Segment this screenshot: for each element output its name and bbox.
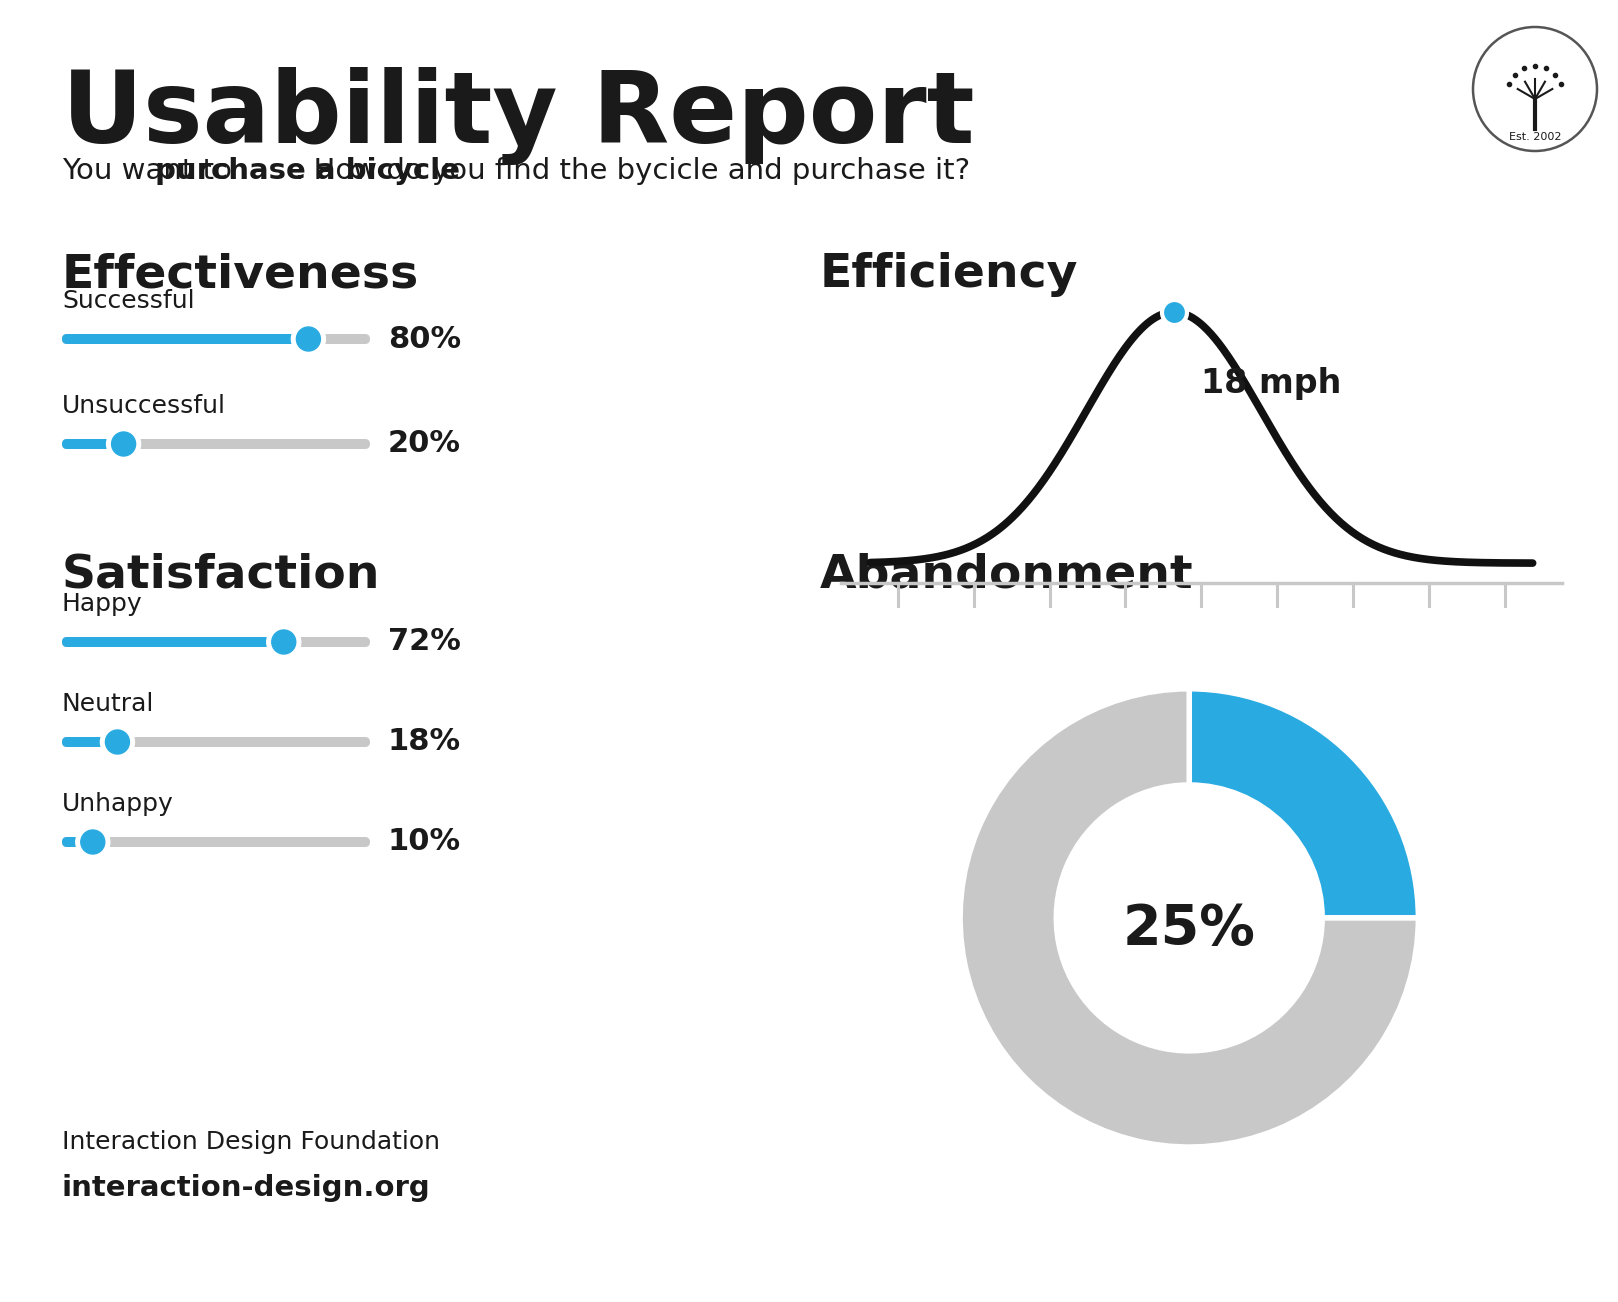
Text: 25%: 25% [1123,902,1256,957]
Text: interaction-design.org: interaction-design.org [61,1174,430,1202]
Text: 20%: 20% [388,430,461,458]
FancyBboxPatch shape [61,335,309,344]
Text: 72%: 72% [388,628,461,656]
Circle shape [291,322,325,355]
Text: 10%: 10% [388,828,461,857]
Wedge shape [1189,689,1419,918]
FancyBboxPatch shape [61,637,283,647]
FancyBboxPatch shape [61,737,371,747]
Text: 18 mph: 18 mph [1201,367,1341,400]
Circle shape [76,825,110,859]
Text: Successful: Successful [61,289,194,312]
Text: 80%: 80% [388,324,461,354]
Circle shape [105,730,129,754]
FancyBboxPatch shape [61,335,371,344]
Text: You want to: You want to [61,158,241,185]
Circle shape [81,829,105,854]
Wedge shape [959,689,1419,1147]
Text: purchase a bicycle: purchase a bicycle [155,158,460,185]
Text: Interaction Design Foundation: Interaction Design Foundation [61,1130,440,1154]
Text: Abandonment: Abandonment [820,552,1194,598]
FancyBboxPatch shape [61,837,92,848]
FancyBboxPatch shape [61,637,371,647]
Text: You want to purchase a bicycle. How do you find the bycicle and purchase it?: You want to purchase a bicycle. How do y… [61,158,1189,185]
Text: 18%: 18% [388,728,461,756]
Text: Est. 2002: Est. 2002 [1508,132,1561,142]
Circle shape [267,625,301,659]
Text: Neutral: Neutral [61,691,154,716]
Circle shape [296,327,320,352]
Text: Efficiency: Efficiency [820,253,1078,297]
Circle shape [112,432,136,456]
Text: Effectiveness: Effectiveness [61,253,419,297]
Circle shape [272,630,296,654]
Text: Unsuccessful: Unsuccessful [61,395,227,418]
Text: Unhappy: Unhappy [61,792,173,816]
FancyBboxPatch shape [61,439,371,449]
Text: Satisfaction: Satisfaction [61,552,380,598]
Text: Usability Report: Usability Report [61,66,974,165]
FancyBboxPatch shape [61,737,118,747]
Text: Happy: Happy [61,592,142,616]
Circle shape [107,427,141,461]
FancyBboxPatch shape [61,439,123,449]
Circle shape [100,725,134,759]
FancyBboxPatch shape [61,837,371,848]
Text: . How do you find the bycicle and purchase it?: . How do you find the bycicle and purcha… [294,158,971,185]
